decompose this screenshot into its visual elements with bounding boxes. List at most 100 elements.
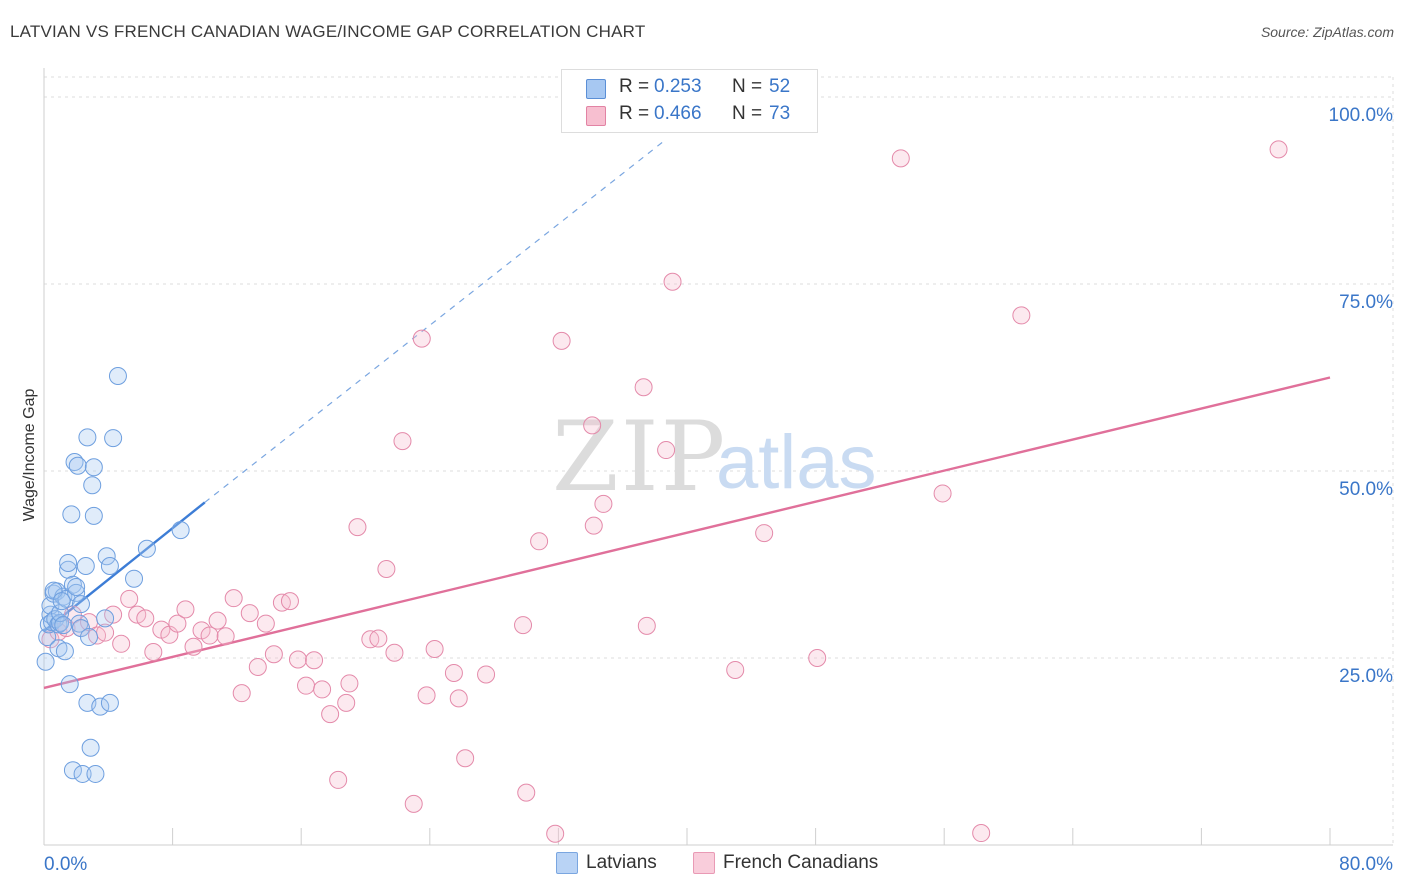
latvians-point — [80, 628, 99, 647]
french-canadians-point — [120, 589, 139, 608]
legend-r-label: R = — [619, 76, 650, 97]
watermark: ZIP atlas — [552, 401, 877, 513]
latvians-point — [60, 675, 79, 694]
french-canadians-trend-line — [43, 376, 1331, 690]
french-canadians-point — [517, 783, 536, 802]
latvians-point — [67, 583, 86, 602]
legend-n-label: N = — [732, 76, 763, 97]
latvians-point — [104, 429, 123, 448]
french-canadians-point — [313, 680, 332, 699]
latvians-point — [59, 554, 78, 573]
french-canadians-point — [377, 559, 396, 578]
latvians-point — [62, 505, 81, 524]
latvians-point — [86, 764, 105, 783]
french-canadians-point — [404, 794, 423, 813]
latvians-point — [83, 476, 102, 495]
french-canadians-point — [637, 616, 656, 635]
legend-swatch-pink — [586, 106, 606, 126]
latvians-point — [51, 613, 70, 632]
french-canadians-point — [288, 650, 307, 669]
french-canadians-point — [200, 626, 219, 645]
latvians-point — [100, 693, 119, 712]
french-canadians-point — [208, 611, 227, 630]
french-canadians-point — [297, 676, 316, 695]
latvians-point — [55, 642, 74, 661]
latvians-point — [73, 764, 92, 783]
french-canadians-point — [305, 651, 324, 670]
french-canadians-point — [1012, 306, 1031, 325]
latvians-point — [36, 652, 55, 671]
french-canadians-point — [530, 532, 549, 551]
latvians-point — [84, 458, 103, 477]
latvians-point — [84, 506, 103, 525]
latvians-point — [67, 577, 86, 596]
french-canadians-point — [444, 663, 463, 682]
latvians-point — [78, 428, 97, 447]
y-tick-label: 25.0% — [1339, 666, 1393, 687]
legend-r-value: 0.253 — [654, 76, 702, 97]
data-points — [36, 140, 1288, 843]
french-canadians-point — [369, 629, 388, 648]
french-canadians-point — [280, 592, 299, 611]
latvians-swatch — [556, 852, 578, 874]
latvians-point — [68, 456, 87, 475]
chart-title: LATVIAN VS FRENCH CANADIAN WAGE/INCOME G… — [10, 22, 646, 41]
latvians-point — [108, 367, 127, 386]
y-tick-label: 100.0% — [1329, 105, 1394, 126]
french-canadians-point — [726, 660, 745, 679]
french-canadians-point — [240, 604, 259, 623]
french-canadians-point — [594, 494, 613, 513]
legend-n-value: 52 — [769, 76, 791, 97]
chart-source: Source: ZipAtlas.com — [1260, 24, 1394, 40]
y-tick-label: 50.0% — [1339, 479, 1393, 500]
french-canadians-point — [321, 705, 340, 724]
french-canadians-point — [385, 643, 404, 662]
french-canadians-point — [248, 657, 267, 676]
latvians-trend-extension — [204, 141, 664, 503]
french-canadians-point — [176, 600, 195, 619]
latvians-label: Latvians — [586, 852, 657, 873]
latvians-point — [100, 556, 119, 575]
french-canadians-point — [634, 378, 653, 397]
x-tick-label-min: 0.0% — [44, 854, 87, 875]
french-canadians-point — [584, 516, 603, 535]
legend-r-label: R = — [619, 103, 650, 124]
french-canadians-point — [232, 684, 251, 703]
french-canadians-point — [808, 649, 827, 667]
correlation-legend: R = 0.253 N = 52 R = 0.466 N = 73 — [561, 69, 818, 133]
french-canadians-point — [657, 441, 676, 460]
french-canadians-point — [456, 749, 475, 768]
french-canadians-point — [663, 272, 682, 291]
french-canadians-point — [136, 609, 155, 628]
tick-labels: 25.0% 50.0% 75.0% 100.0% 0.0% 80.0% — [44, 105, 1393, 875]
french-canadians-point — [337, 693, 356, 712]
french-canadians-point — [933, 484, 952, 503]
french-canadians-point — [340, 674, 359, 693]
x-tick-label-max: 80.0% — [1339, 854, 1393, 875]
latvians-point — [97, 547, 116, 566]
legend-n-value: 73 — [769, 103, 791, 124]
french-canadians-point — [546, 824, 565, 843]
french-canadians-point — [425, 640, 444, 659]
french-canadians-point — [144, 643, 163, 662]
french-canadians-point — [329, 770, 348, 789]
legend-n-label: N = — [732, 103, 763, 124]
watermark-zip: ZIP — [552, 401, 727, 513]
latvians-trend-line — [43, 501, 206, 633]
french-canadians-point — [393, 432, 412, 451]
french-canadians-point — [449, 689, 468, 708]
french-canadians-point — [348, 518, 367, 537]
french-canadians-point — [972, 824, 991, 843]
axes — [43, 68, 1393, 846]
latvians-point — [171, 521, 190, 540]
french-canadians-point — [891, 149, 910, 168]
french-canadians-point — [256, 614, 275, 633]
french-canadians-point — [184, 637, 203, 656]
latvians-point — [54, 616, 73, 635]
y-axis-label: Wage/Income Gap — [21, 389, 38, 522]
latvians-point — [81, 738, 100, 757]
latvians-point — [52, 592, 71, 611]
french-canadians-point — [168, 614, 187, 633]
french-canadians-label: French Canadians — [723, 852, 879, 873]
